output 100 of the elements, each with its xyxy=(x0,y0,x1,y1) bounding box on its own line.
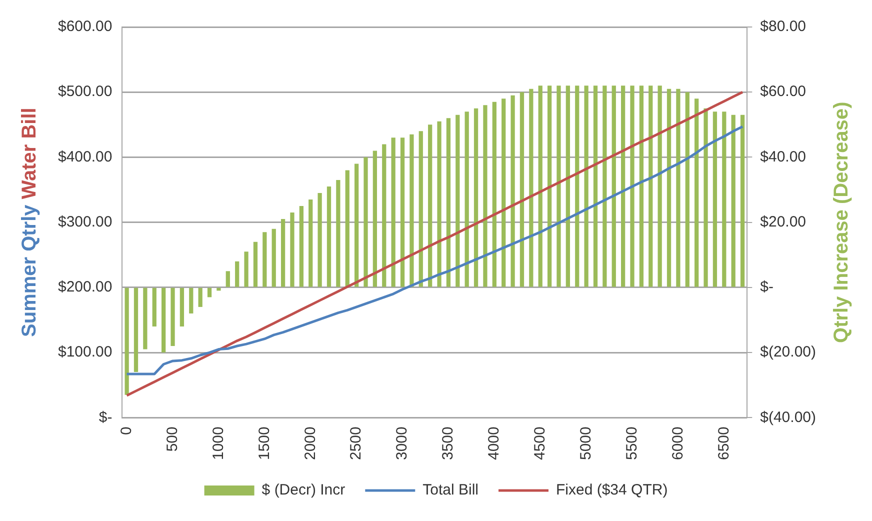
bar xyxy=(391,138,396,287)
y-tick-label: $600.00 xyxy=(58,18,112,36)
bar xyxy=(483,105,488,287)
bar xyxy=(428,124,432,287)
bar xyxy=(639,86,644,287)
bar xyxy=(152,288,156,326)
x-tick-label: 6000 xyxy=(669,426,686,460)
bar xyxy=(418,131,423,287)
bar xyxy=(143,288,148,350)
x-tick-label: 1000 xyxy=(210,426,227,460)
bar xyxy=(272,228,276,287)
x-tick-label: 5500 xyxy=(623,426,640,460)
bar xyxy=(648,86,653,287)
y-tick-label: $400.00 xyxy=(58,148,112,166)
bar xyxy=(612,86,616,287)
x-tick-label: 4500 xyxy=(532,426,548,460)
bar xyxy=(658,86,662,287)
bar xyxy=(437,121,442,287)
y2-tick-label: $(40.00) xyxy=(760,408,816,426)
y2-axis-title: Qtrly Increase (Decrease) xyxy=(830,102,853,343)
x-tick-label: 5000 xyxy=(577,426,594,460)
bar xyxy=(400,138,405,287)
y-tick-label: $200.00 xyxy=(58,278,112,296)
bar xyxy=(566,86,570,287)
x-tick-label: 4000 xyxy=(486,426,503,460)
bar xyxy=(244,252,248,287)
bar xyxy=(740,114,745,287)
bar xyxy=(712,112,718,287)
bar xyxy=(694,98,699,287)
bar xyxy=(474,108,478,287)
legend-label: $ (Decr) Incr xyxy=(262,482,346,499)
bar xyxy=(382,144,386,287)
bar xyxy=(538,86,542,287)
bar xyxy=(216,288,221,291)
y-tick-label: $- xyxy=(98,408,112,426)
bar xyxy=(262,232,267,287)
bar xyxy=(722,112,726,287)
bar xyxy=(593,86,598,287)
bar xyxy=(299,206,304,287)
y-tick-label: $300.00 xyxy=(58,213,112,230)
legend-label: Total Bill xyxy=(422,482,479,499)
bar xyxy=(124,288,129,395)
bar xyxy=(584,86,588,287)
bar xyxy=(410,134,414,287)
bar xyxy=(556,86,561,287)
bar xyxy=(630,86,634,287)
legend-label: Fixed ($34 QTR) xyxy=(556,482,668,499)
bar xyxy=(529,88,534,287)
bar xyxy=(226,271,230,287)
bar xyxy=(198,288,202,307)
y2-tick-label: $40.00 xyxy=(760,148,806,166)
x-tick-label: 2000 xyxy=(302,426,319,460)
bar xyxy=(446,118,451,287)
bar xyxy=(372,150,378,287)
bar xyxy=(666,88,672,287)
x-tick-label: 0 xyxy=(118,426,135,435)
bar xyxy=(621,86,626,287)
y2-tick-label: $- xyxy=(760,278,774,296)
bar xyxy=(253,242,258,287)
bar xyxy=(364,157,368,287)
bar xyxy=(290,212,294,287)
bar xyxy=(704,108,708,287)
y2-tick-label: $(20.00) xyxy=(760,344,816,361)
bar xyxy=(510,95,515,287)
bar xyxy=(685,92,690,287)
y2-tick-label: $20.00 xyxy=(760,213,806,230)
x-tick-label: 2500 xyxy=(348,426,365,460)
bar xyxy=(180,288,184,326)
y-tick-label: $500.00 xyxy=(58,83,112,100)
bar xyxy=(731,114,736,287)
bar xyxy=(336,180,340,287)
bar xyxy=(345,170,350,287)
bar xyxy=(308,200,313,287)
bar xyxy=(676,88,680,287)
bar xyxy=(547,86,552,287)
bar xyxy=(456,114,460,287)
bar xyxy=(575,86,580,287)
bar xyxy=(235,261,240,287)
bar xyxy=(354,164,359,287)
x-tick-label: 3000 xyxy=(394,426,411,460)
bar xyxy=(492,102,496,287)
x-tick-label: 6500 xyxy=(715,426,732,460)
bar xyxy=(162,288,166,353)
bar xyxy=(502,98,506,287)
x-tick-label: 3500 xyxy=(440,426,457,460)
bar xyxy=(170,288,175,346)
bar xyxy=(189,288,194,314)
bar xyxy=(520,92,524,287)
bar xyxy=(326,186,332,287)
bar xyxy=(464,112,469,287)
x-tick-label: 1500 xyxy=(256,426,273,460)
bar xyxy=(318,193,322,287)
bar xyxy=(134,288,138,372)
y-axis-title: Summer Qtrly Water Bill xyxy=(18,108,41,337)
y2-tick-label: $80.00 xyxy=(760,18,806,36)
bar xyxy=(602,86,607,287)
x-tick-label: 500 xyxy=(164,426,181,452)
bar xyxy=(207,288,212,298)
y2-tick-label: $60.00 xyxy=(760,83,806,100)
y-tick-label: $100.00 xyxy=(58,344,112,361)
